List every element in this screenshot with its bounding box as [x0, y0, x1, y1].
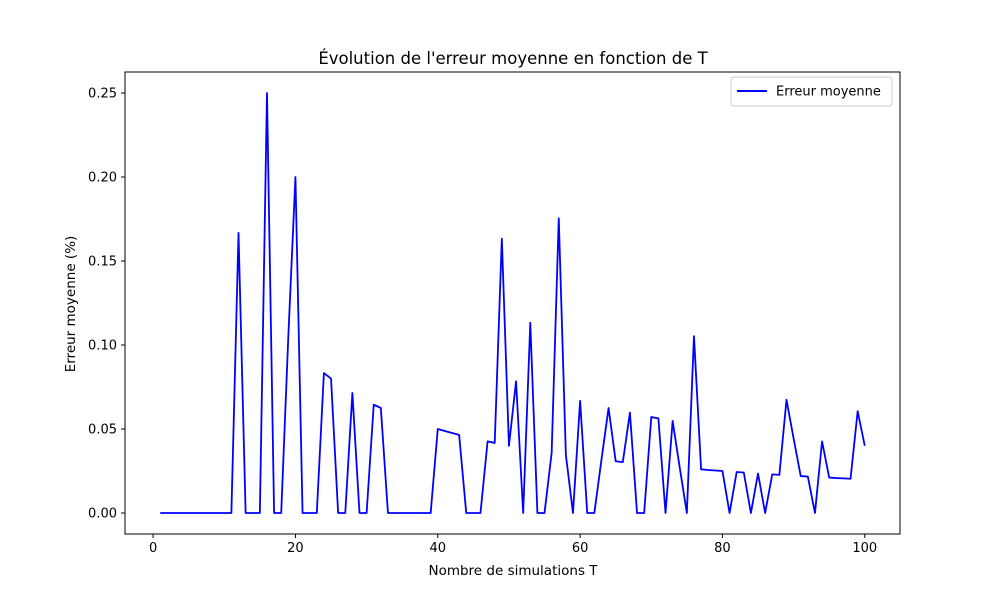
x-tick-label: 60 — [572, 541, 589, 556]
plot-area: 0 20 40 60 80 100 0.00 0.05 0.10 0.15 0.20 0.25 — [88, 71, 901, 556]
x-tick-label: 80 — [714, 541, 731, 556]
x-axis-label: Nombre de simulations T — [428, 563, 598, 579]
y-tick-label: 0.00 — [88, 507, 117, 522]
y-tick-label: 0.20 — [88, 171, 117, 186]
chart-title: Évolution de l'erreur moyenne en fonctio… — [318, 49, 708, 68]
plot-frame — [124, 71, 901, 535]
x-tick-label: 20 — [287, 541, 304, 556]
legend-box — [730, 76, 893, 107]
x-tick-label: 40 — [430, 541, 447, 556]
y-tick-label: 0.15 — [88, 255, 117, 270]
x-tick-label: 0 — [149, 541, 157, 556]
y-tick-label: 0.05 — [88, 423, 117, 438]
series-line-0 — [160, 92, 866, 514]
legend-label-erreur-moyenne: Erreur moyenne — [776, 85, 881, 100]
y-axis-label: Erreur moyenne (%) — [63, 236, 79, 373]
legend: Erreur moyenne — [730, 76, 893, 107]
y-tick-label: 0.25 — [88, 87, 117, 102]
x-tick-label: 100 — [852, 541, 877, 556]
y-tick-label: 0.10 — [88, 339, 117, 354]
